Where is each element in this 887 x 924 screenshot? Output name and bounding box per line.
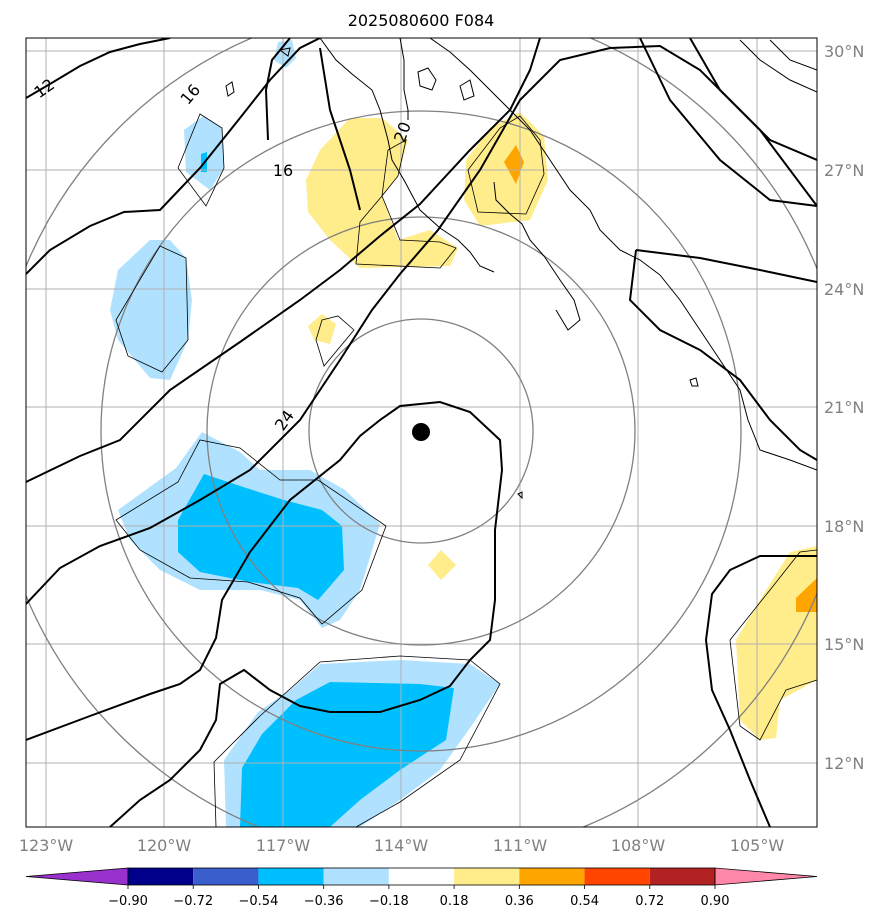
fill-light-yellow: [736, 546, 817, 740]
range-rings: [26, 38, 817, 827]
colorbar-segment: [649, 868, 715, 885]
colorbar-tick-label: 0.54: [570, 894, 599, 909]
colorbar-extend-high: [714, 867, 818, 886]
lat-axis: 30°N 27°N 24°N 21°N 18°N 15°N 12°N: [824, 42, 864, 773]
fill-orange: [504, 145, 524, 184]
gridlines: [26, 38, 817, 827]
colorbar-tick-label: 0.72: [635, 894, 664, 909]
colorbar-tick-label: −0.90: [108, 894, 148, 909]
lon-tick-label: 114°W: [374, 836, 429, 855]
lon-axis: 123°W 120°W 117°W 114°W 111°W 108°W 105°…: [19, 836, 785, 855]
colorbar-tick-label: −0.18: [369, 894, 409, 909]
colorbar-segment: [193, 868, 259, 885]
lat-tick-label: 15°N: [824, 635, 864, 654]
fill-light-yellow: [428, 550, 456, 580]
lon-tick-label: 108°W: [611, 836, 666, 855]
colorbar-tick-label: 0.18: [440, 894, 469, 909]
colorbar-tick-label: −0.72: [173, 894, 213, 909]
colorbar-segment: [454, 868, 520, 885]
lat-tick-label: 27°N: [824, 161, 864, 180]
fill-light-yellow: [308, 314, 336, 344]
colorbar-tick-label: 0.90: [701, 894, 730, 909]
colorbar-tick-label: −0.54: [239, 894, 279, 909]
lon-tick-label: 117°W: [256, 836, 311, 855]
lat-tick-label: 21°N: [824, 398, 864, 417]
map-title: 2025080600 F084: [348, 11, 495, 30]
colorbar-outline: [127, 867, 716, 886]
colorbar-segment: [128, 868, 194, 885]
lon-tick-label: 105°W: [730, 836, 785, 855]
colorbar-segment: [258, 868, 324, 885]
colorbar-tick-label: 0.36: [505, 894, 534, 909]
colorbar-segment: [519, 868, 585, 885]
thick-isolines: [26, 38, 817, 827]
lat-tick-label: 12°N: [824, 754, 864, 773]
lat-tick-label: 18°N: [824, 517, 864, 536]
lon-tick-label: 111°W: [493, 836, 548, 855]
lon-tick-label: 120°W: [137, 836, 192, 855]
colorbar-segment: [584, 868, 650, 885]
map-area: 12 16 16 20 24: [26, 38, 817, 827]
fill-light-yellow: [464, 112, 548, 226]
storm-center-marker: [412, 423, 430, 441]
lon-tick-label: 123°W: [19, 836, 74, 855]
map-frame: [25, 37, 818, 828]
colorbar-segment: [323, 868, 389, 885]
thin-contours: [115, 113, 817, 827]
colorbar: −0.90 −0.72 −0.54 −0.36 −0.18 0.18 0.36 0.54 0.7…: [25, 867, 818, 909]
coastlines: [225, 38, 817, 500]
fill-orange: [796, 578, 817, 612]
fill-light-blue: [110, 240, 192, 380]
contour-label: 16: [273, 161, 293, 180]
lat-tick-label: 24°N: [824, 280, 864, 299]
colorbar-segment: [388, 868, 455, 885]
colorbar-tick-label: −0.36: [304, 894, 344, 909]
lat-tick-label: 30°N: [824, 42, 864, 61]
colorbar-extend-low: [25, 867, 129, 886]
